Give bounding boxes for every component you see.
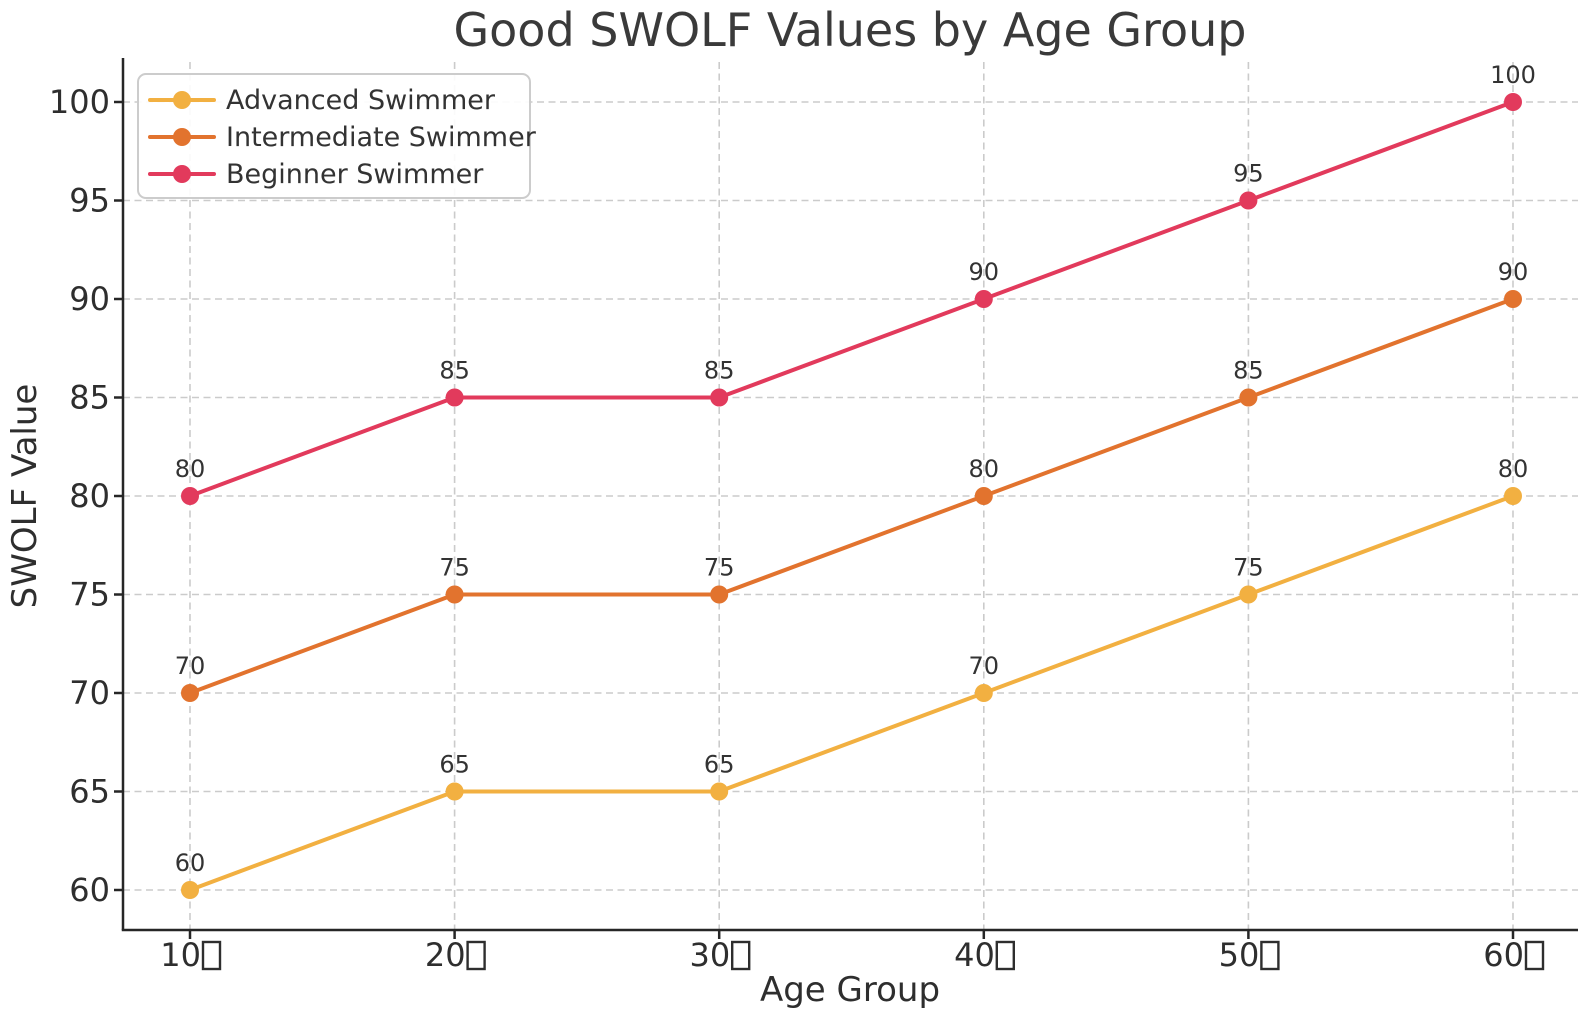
legend-item-beginner-swimmer: Beginner Swimmer	[148, 159, 484, 190]
data-point-beginner-swimmer-10	[181, 487, 199, 505]
data-point-advanced-swimmer-50	[1239, 585, 1258, 604]
y-tick-label-75: 75	[69, 576, 110, 614]
y-tick-label-65: 65	[69, 773, 110, 811]
data-point-advanced-swimmer-30	[710, 782, 729, 801]
point-label-advanced-swimmer-20: 65	[439, 751, 470, 779]
legend-marker-icon-beginner-swimmer	[173, 165, 191, 183]
point-label-beginner-swimmer-40: 90	[969, 258, 1000, 286]
point-label-beginner-swimmer-10: 80	[175, 455, 206, 483]
data-point-intermediate-swimmer-60	[1504, 290, 1522, 308]
point-label-beginner-swimmer-50: 95	[1233, 160, 1264, 188]
series-beginner-swimmer: 80 85 85 90 95 100	[175, 61, 1536, 505]
series-line-beginner-swimmer	[188, 100, 1515, 498]
legend-marker-icon-advanced-swimmer	[173, 91, 191, 109]
y-tick-label-95: 95	[69, 182, 110, 220]
series-advanced-swimmer: 60 65 65 70 75 80	[175, 455, 1529, 899]
y-tick-label-90: 90	[69, 280, 110, 318]
legend-box	[137, 73, 531, 199]
tick-marks	[114, 100, 1515, 939]
x-tick-label-number-50: 50	[1219, 936, 1260, 974]
point-label-beginner-swimmer-30: 85	[704, 357, 735, 385]
data-point-intermediate-swimmer-20	[445, 585, 464, 604]
y-tick-label-80: 80	[69, 477, 110, 515]
legend: Advanced Swimmer Intermediate Swimmer Begi…	[137, 73, 537, 199]
point-label-beginner-swimmer-20: 85	[439, 357, 470, 385]
data-point-advanced-swimmer-20	[445, 782, 464, 801]
data-point-intermediate-swimmer-50	[1239, 388, 1258, 407]
point-label-advanced-swimmer-50: 75	[1233, 554, 1264, 582]
x-tick-label-20: 20	[425, 936, 486, 974]
x-tick-label-60: 60	[1483, 936, 1545, 974]
point-label-advanced-swimmer-10: 60	[175, 849, 206, 877]
point-label-advanced-swimmer-60: 80	[1498, 455, 1529, 483]
data-point-beginner-swimmer-40	[974, 290, 993, 308]
x-tick-label-40: 40	[954, 936, 1015, 974]
data-point-advanced-swimmer-10	[181, 881, 199, 899]
series-line-advanced-swimmer	[188, 494, 1515, 892]
x-tick-label-50: 50	[1219, 936, 1280, 974]
y-tick-label-60: 60	[69, 871, 110, 909]
missing-glyph-box-icon	[1524, 940, 1545, 971]
legend-label-intermediate-swimmer: Intermediate Swimmer	[226, 122, 537, 153]
data-point-beginner-swimmer-50	[1239, 191, 1258, 210]
data-point-advanced-swimmer-40	[974, 684, 993, 702]
missing-glyph-box-icon	[466, 940, 486, 971]
data-point-beginner-swimmer-60	[1504, 93, 1522, 111]
point-label-intermediate-swimmer-60: 90	[1498, 258, 1529, 286]
x-tick-label-number-40: 40	[954, 936, 995, 974]
y-tick-label-100: 100	[49, 83, 110, 121]
x-tick-label-30: 30	[689, 936, 751, 974]
data-point-intermediate-swimmer-30	[710, 585, 729, 604]
data-point-intermediate-swimmer-40	[974, 487, 993, 505]
legend-item-intermediate-swimmer: Intermediate Swimmer	[148, 122, 537, 153]
series-intermediate-swimmer: 70 75 75 80 85 90	[175, 258, 1529, 702]
y-axis-label: SWOLF Value	[5, 384, 45, 609]
x-axis-label: Age Group	[760, 970, 940, 1010]
point-label-beginner-swimmer-60: 100	[1490, 61, 1536, 89]
point-label-advanced-swimmer-30: 65	[704, 751, 735, 779]
legend-label-advanced-swimmer: Advanced Swimmer	[226, 85, 496, 116]
missing-glyph-box-icon	[731, 940, 751, 971]
data-point-intermediate-swimmer-10	[181, 684, 199, 702]
legend-marker-icon-intermediate-swimmer	[173, 128, 191, 146]
point-label-intermediate-swimmer-30: 75	[704, 554, 735, 582]
point-label-advanced-swimmer-40: 70	[969, 652, 1000, 680]
point-label-intermediate-swimmer-20: 75	[439, 554, 470, 582]
x-tick-label-10: 10	[160, 936, 222, 974]
missing-glyph-box-icon	[201, 940, 222, 971]
data-point-beginner-swimmer-30	[710, 388, 729, 407]
chart-title: Good SWOLF Values by Age Group	[454, 3, 1247, 57]
y-tick-label-70: 70	[69, 674, 110, 712]
legend-item-advanced-swimmer: Advanced Swimmer	[148, 85, 496, 116]
x-tick-label-number-30: 30	[689, 936, 730, 974]
y-tick-label-85: 85	[69, 379, 110, 417]
x-tick-label-number-20: 20	[425, 936, 466, 974]
axes-spines	[121, 58, 1578, 932]
x-tick-label-number-60: 60	[1483, 936, 1524, 974]
missing-glyph-box-icon	[1260, 940, 1280, 971]
data-point-advanced-swimmer-60	[1504, 487, 1522, 505]
missing-glyph-box-icon	[995, 940, 1015, 971]
point-label-intermediate-swimmer-40: 80	[969, 455, 1000, 483]
point-label-intermediate-swimmer-50: 85	[1233, 357, 1264, 385]
point-label-intermediate-swimmer-10: 70	[175, 652, 206, 680]
data-point-beginner-swimmer-20	[445, 388, 464, 407]
series-line-intermediate-swimmer	[188, 297, 1515, 695]
x-tick-label-number-10: 10	[160, 936, 201, 974]
legend-label-beginner-swimmer: Beginner Swimmer	[226, 159, 484, 190]
